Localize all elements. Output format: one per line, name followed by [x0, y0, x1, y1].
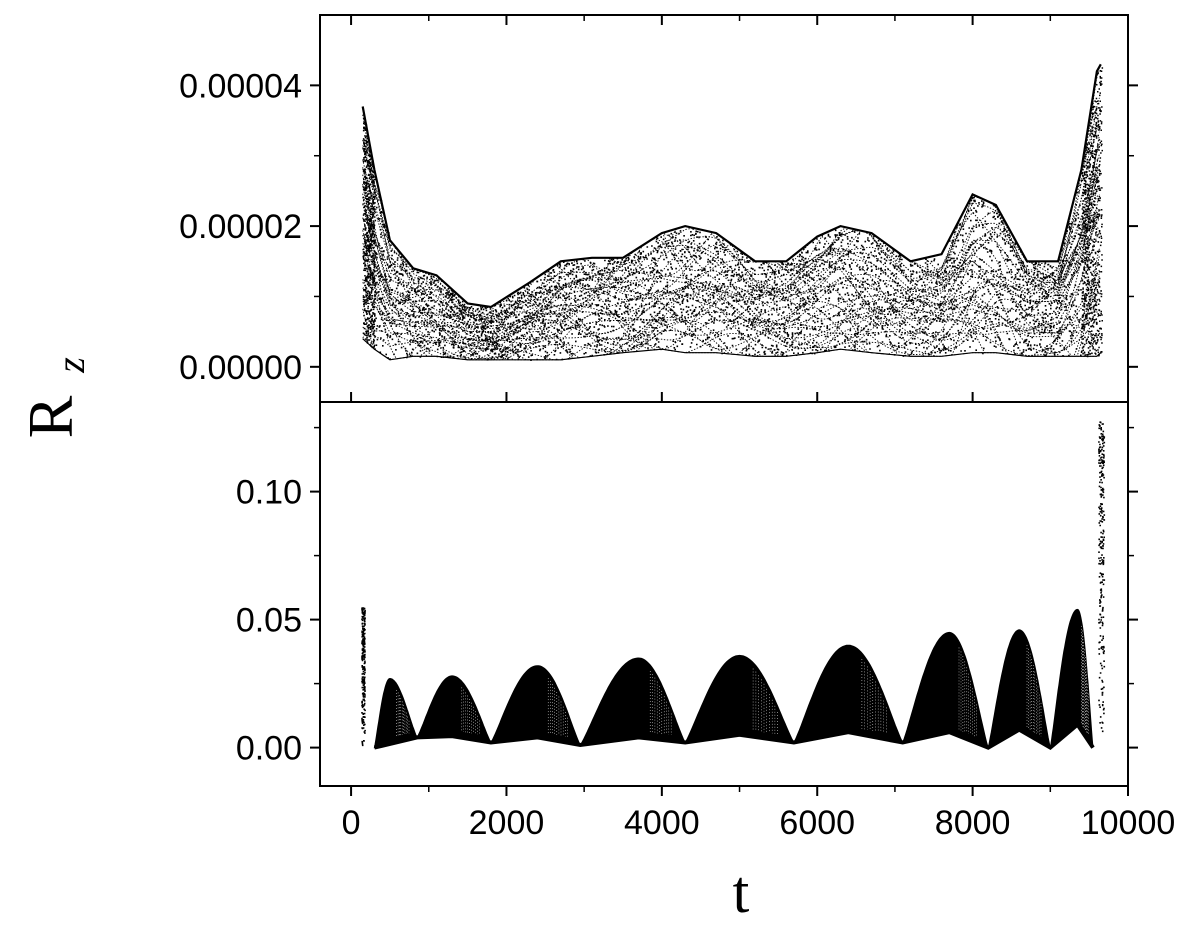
bottom-edge-spike-1	[361, 607, 366, 747]
top-y-tick-label: 0.00002	[179, 208, 302, 246]
bottom-lobe-3	[489, 665, 582, 746]
tick-labels: 0 2000 4000 6000 8000 10000 0.00000 0.00002 0.00…	[179, 67, 1175, 842]
x-tick-label: 4000	[624, 804, 700, 842]
bottom-y-tick-label: 0.00	[236, 730, 302, 768]
bottom-lobe-texture-2	[461, 687, 480, 735]
bottom-lobe-5	[684, 654, 795, 744]
bottom-lobe-texture-9	[1081, 625, 1089, 735]
y-axis-title: R z	[15, 357, 93, 439]
x-axis-title: t	[733, 859, 750, 925]
x-tick-label: 2000	[469, 804, 545, 842]
y-axis-title-subscript: z	[48, 357, 93, 374]
y-axis-title-main: R	[15, 395, 86, 438]
top-panel	[361, 63, 1104, 361]
axis-ticks	[310, 15, 1138, 796]
bottom-y-tick-label: 0.10	[236, 474, 302, 512]
x-tick-label: 0	[342, 804, 361, 842]
x-tick-label: 10000	[1081, 804, 1176, 842]
top-y-tick-label: 0.00000	[179, 349, 302, 387]
bottom-edge-spike-2	[1098, 421, 1106, 733]
bottom-lobe-texture-5	[752, 668, 778, 735]
bottom-lobe-texture-6	[861, 659, 887, 734]
bottom-y-tick-label: 0.05	[236, 602, 302, 640]
bottom-lobe-2	[416, 675, 492, 744]
bottom-lobe-texture-3	[547, 678, 568, 737]
bottom-series	[361, 421, 1106, 751]
x-tick-label: 6000	[779, 804, 855, 842]
bottom-lobe-texture-7	[958, 647, 977, 737]
top-series	[361, 63, 1104, 361]
x-tick-label: 8000	[935, 804, 1011, 842]
bottom-lobe-texture-1	[396, 690, 410, 737]
bottom-lobe-4	[579, 657, 687, 746]
bottom-lobe-7	[901, 631, 989, 749]
bottom-baseline	[373, 721, 1095, 751]
bottom-lobe-6	[792, 644, 904, 744]
bottom-lobe-texture-8	[1026, 644, 1042, 737]
bottom-panel	[361, 421, 1106, 751]
top-y-tick-label: 0.00004	[179, 67, 302, 105]
bottom-lobe-9	[1049, 608, 1094, 749]
bottom-lobe-texture-4	[649, 671, 672, 735]
